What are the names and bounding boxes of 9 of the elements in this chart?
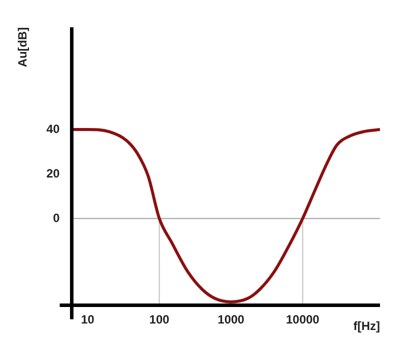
y-tick-label: 20 [46,166,60,180]
y-axis-title: Au[dB] [16,27,30,68]
y-tick-label: 0 [53,210,60,225]
x-axis-title: f[Hz] [353,319,380,334]
x-tick-label: 10000 [286,312,320,327]
x-tick-label: 1000 [218,312,245,327]
x-tick-label: 100 [149,312,170,327]
x-tick-label: 10 [80,312,95,327]
y-tick-label: 40 [46,122,60,136]
